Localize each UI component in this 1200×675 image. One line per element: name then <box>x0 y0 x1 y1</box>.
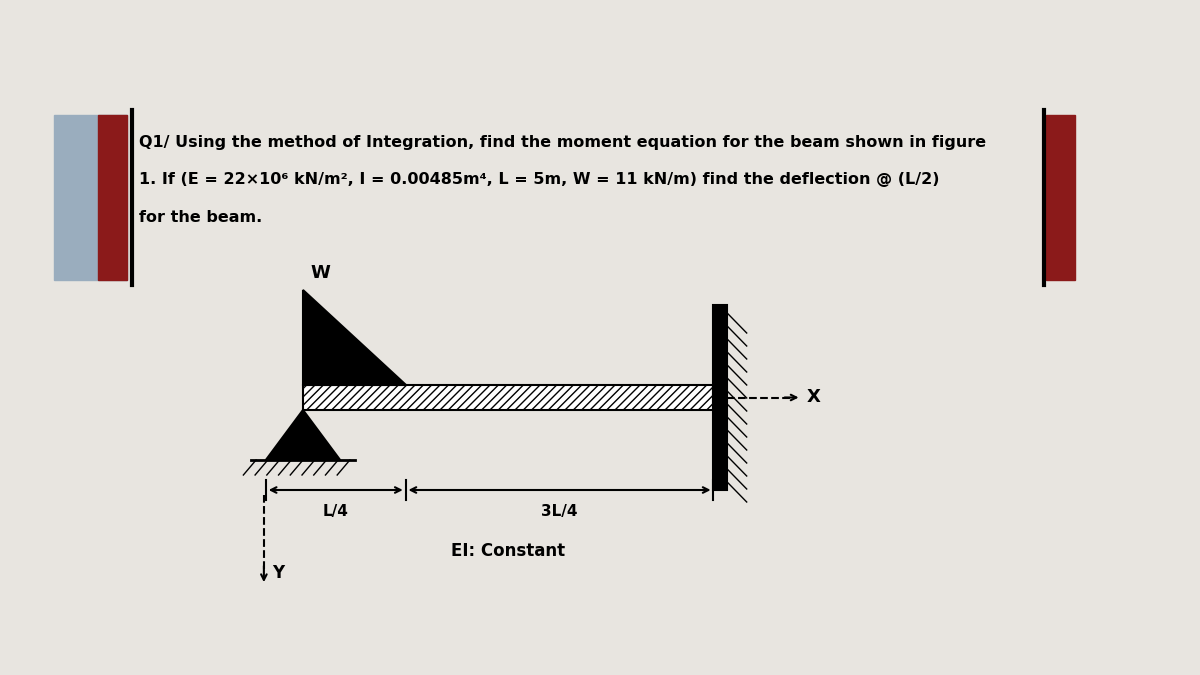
Bar <box>302 385 714 410</box>
Bar <box>714 305 727 490</box>
Bar <box>1045 115 1075 280</box>
Bar <box>302 385 714 410</box>
Text: EI: Constant: EI: Constant <box>451 542 565 560</box>
Polygon shape <box>266 410 340 460</box>
Text: X: X <box>806 389 820 406</box>
Text: Y: Y <box>271 564 284 582</box>
Text: for the beam.: for the beam. <box>139 210 262 225</box>
Text: 3L/4: 3L/4 <box>541 504 577 519</box>
Bar <box>54 115 127 280</box>
Text: L/4: L/4 <box>323 504 349 519</box>
Bar <box>97 115 127 280</box>
Polygon shape <box>302 290 406 385</box>
Text: 1. If (E = 22×10⁶ kN/m², I = 0.00485m⁴, L = 5m, W = 11 kN/m) find the deflection: 1. If (E = 22×10⁶ kN/m², I = 0.00485m⁴, … <box>139 172 940 187</box>
Text: W: W <box>311 264 331 282</box>
Text: Q1/ Using the method of Integration, find the moment equation for the beam shown: Q1/ Using the method of Integration, fin… <box>139 135 986 150</box>
